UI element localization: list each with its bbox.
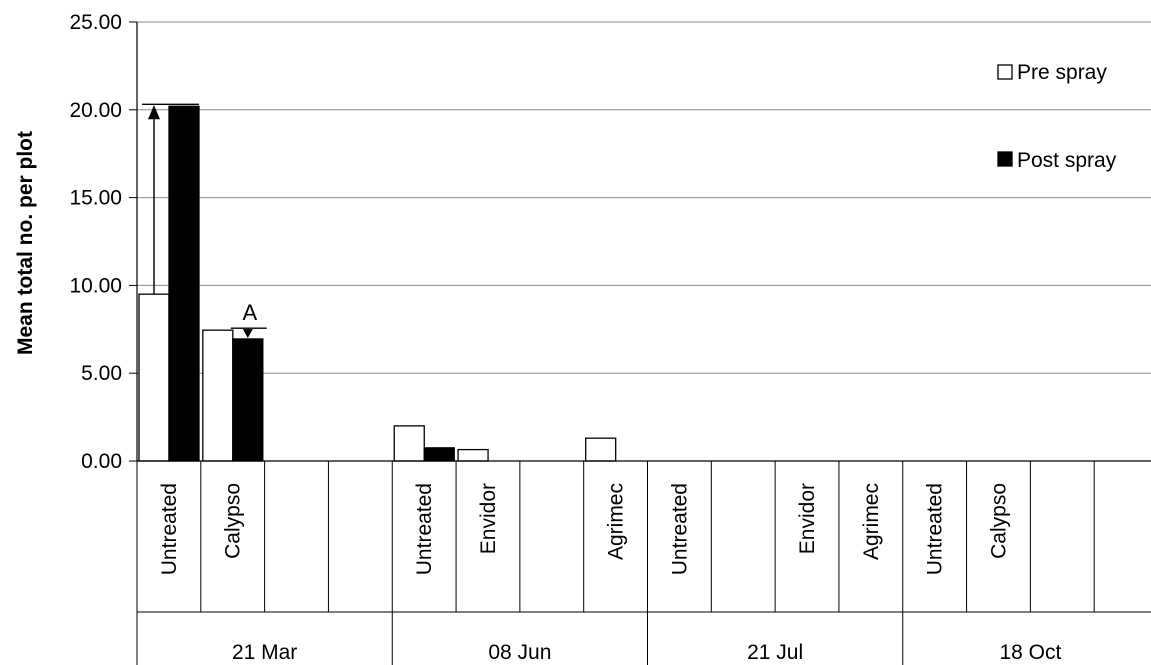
bar-post-spray <box>232 338 264 462</box>
bar-post-spray <box>423 447 455 462</box>
annotation-label: A <box>242 300 257 325</box>
x-group-label: 21 Mar <box>232 641 297 664</box>
x-group-label: 21 Jul <box>747 641 803 664</box>
y-tick-label: 10.00 <box>69 274 122 297</box>
y-axis-ticks: 0.00 5.00 10.00 15.00 20.00 25.00 <box>69 11 137 473</box>
x-group-label: 18 Oct <box>999 641 1061 664</box>
x-category-label: Calypso <box>987 483 1010 559</box>
x-category-label: Untreated <box>158 483 181 575</box>
gridlines <box>137 21 1151 374</box>
y-tick-label: 0.00 <box>81 450 122 473</box>
y-tick-label: 15.00 <box>69 187 122 210</box>
y-tick-label: 20.00 <box>69 99 122 122</box>
annotations: A <box>142 103 267 338</box>
bar-pre-spray <box>457 448 489 462</box>
annotation-arrow-head <box>242 329 253 338</box>
bar-pre-spray <box>202 329 234 462</box>
bars <box>138 105 617 462</box>
x-category-label: Envidor <box>477 483 500 554</box>
bar-pre-spray <box>393 425 425 462</box>
group-labels: 21 Mar 08 Jun 21 Jul 18 Oct <box>232 641 1062 664</box>
category-labels: Untreated Calypso Untreated Envidor Agrimec U… <box>136 461 1151 665</box>
axes <box>136 22 1151 462</box>
y-tick-label: 25.00 <box>69 11 122 34</box>
bar-pre-spray <box>585 437 617 462</box>
x-category-label: Untreated <box>924 483 947 575</box>
legend-label-post-spray: Post spray <box>1017 149 1117 172</box>
y-tick-label: 5.00 <box>81 362 122 385</box>
x-category-label: Calypso <box>222 483 245 559</box>
legend-swatch-post-spray <box>997 151 1013 167</box>
x-group-label: 08 Jun <box>488 641 551 664</box>
annotation-arrow-head <box>148 105 160 120</box>
x-category-label: Agrimec <box>860 483 883 560</box>
x-category-label: Untreated <box>668 483 691 575</box>
y-axis-label: Mean total no. per plot <box>14 131 37 355</box>
x-category-label: Untreated <box>413 483 436 575</box>
legend-label-pre-spray: Pre spray <box>1017 61 1107 84</box>
x-category-label: Agrimec <box>605 483 628 560</box>
legend-swatch-pre-spray <box>997 64 1013 80</box>
bar-post-spray <box>168 105 200 462</box>
legend: Pre spray Post spray <box>997 61 1117 172</box>
x-category-label: Envidor <box>796 483 819 554</box>
bar-pre-spray <box>138 293 170 462</box>
